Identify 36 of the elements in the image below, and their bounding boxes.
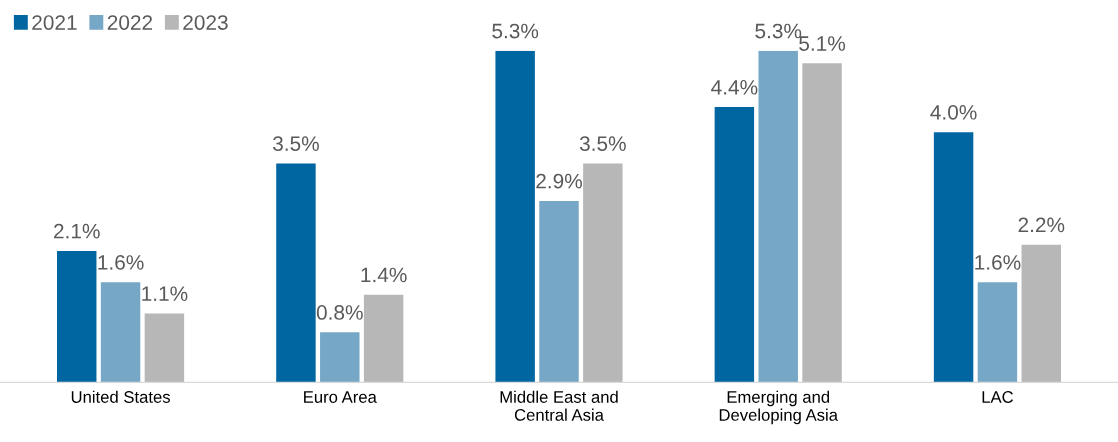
legend-label: 2023 <box>183 15 228 30</box>
bar <box>977 282 1018 383</box>
x-tick-label: Middle East and Central Asia <box>500 390 618 421</box>
data-label: 1.4% <box>361 267 407 283</box>
x-tick-label: United States <box>71 390 170 403</box>
x-tick-label: LAC <box>982 391 1014 403</box>
legend-label: 2021 <box>32 15 77 30</box>
bar <box>802 63 842 383</box>
data-label: 2.1% <box>54 223 100 239</box>
data-label: 0.8% <box>316 305 363 320</box>
data-label: 5.3% <box>492 23 539 39</box>
bar <box>276 163 316 383</box>
x-tick-label: Emerging and Developing Asia <box>719 390 838 425</box>
data-label: 1.6% <box>975 255 1021 270</box>
bar <box>363 294 404 383</box>
data-label: 1.1% <box>142 286 188 301</box>
bar <box>100 282 141 383</box>
data-label: 2.2% <box>1018 217 1065 233</box>
bar <box>714 107 755 383</box>
data-label: 1.6% <box>98 255 144 270</box>
legend-label: 2022 <box>107 15 153 30</box>
x-tick-label: Euro Area <box>304 391 377 403</box>
bar <box>144 313 185 383</box>
bar <box>583 163 623 383</box>
data-label: 4.0% <box>930 104 977 120</box>
bar <box>1021 244 1061 383</box>
data-label: 4.4% <box>711 80 758 95</box>
bar <box>539 200 579 383</box>
bar <box>320 332 360 383</box>
data-label: 3.5% <box>579 136 626 151</box>
bar <box>933 132 974 383</box>
bar <box>57 250 97 383</box>
data-label: 2.9% <box>536 173 582 189</box>
bar <box>758 50 798 383</box>
bar <box>495 50 535 383</box>
data-label: 3.5% <box>272 136 319 151</box>
